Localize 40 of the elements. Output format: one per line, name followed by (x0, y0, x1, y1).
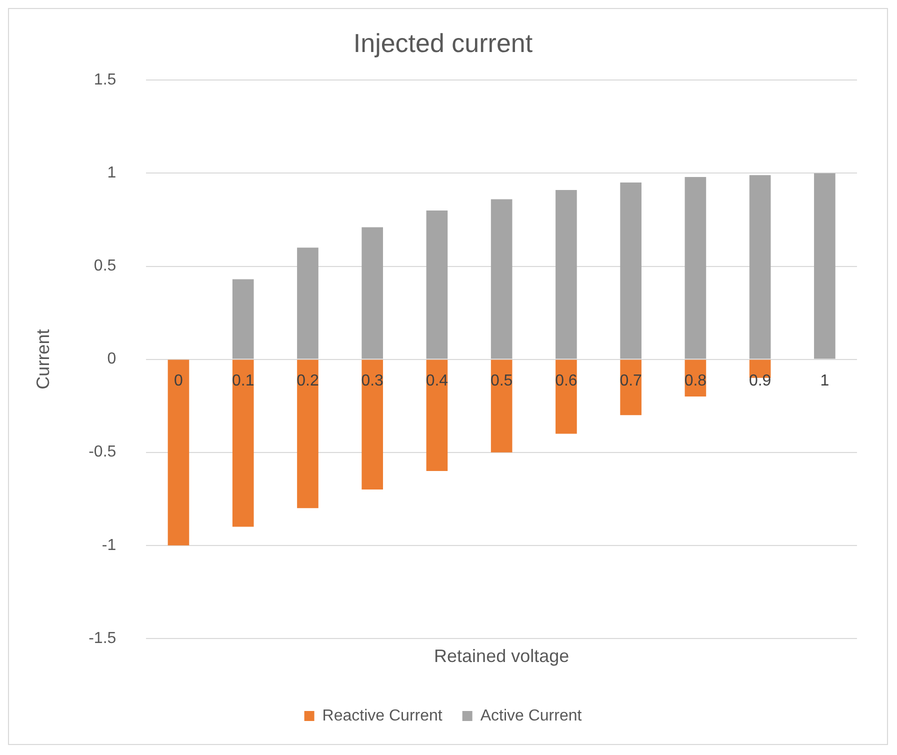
bar (168, 360, 190, 546)
x-tick-label: 0.4 (426, 372, 448, 390)
y-axis-title: Current (32, 329, 53, 390)
bar (749, 175, 771, 359)
bar (232, 360, 254, 527)
bar (620, 182, 642, 359)
y-tick-label: -1 (102, 536, 116, 554)
y-tick-label: 0.5 (94, 258, 116, 275)
bar (362, 360, 384, 490)
bar (426, 360, 448, 471)
x-tick-label: 0.7 (620, 372, 642, 390)
y-tick-label: -1.5 (88, 630, 116, 647)
bar (490, 360, 512, 452)
x-tick-label: 0 (174, 372, 184, 390)
bar (556, 190, 577, 359)
x-tick-label: 0.8 (684, 372, 707, 390)
x-axis-title: Retained voltage (434, 646, 570, 666)
x-tick-label: 1 (820, 372, 830, 390)
y-tick-label: 0 (107, 350, 116, 368)
bar (490, 199, 512, 359)
bar (684, 176, 706, 359)
bar (556, 360, 577, 434)
legend-label: Active Current (480, 707, 582, 724)
bar (297, 360, 318, 508)
bar (297, 248, 318, 359)
y-tick-label: -0.5 (88, 444, 116, 461)
y-tick-label: 1.5 (94, 72, 116, 89)
x-tick-label: 0.3 (361, 372, 384, 390)
x-tick-label: 0.2 (296, 372, 319, 390)
legend-label: Reactive Current (322, 707, 443, 724)
y-tick-label: 1 (107, 164, 116, 182)
bar (362, 227, 384, 359)
bar (426, 210, 448, 359)
bar (232, 279, 254, 359)
bar (620, 360, 642, 416)
x-tick-label: 0.1 (232, 372, 254, 390)
x-tick-label: 0.6 (555, 372, 578, 390)
bar (814, 173, 836, 359)
chart-title: Injected current (353, 28, 534, 58)
x-tick-label: 0.5 (490, 372, 513, 390)
